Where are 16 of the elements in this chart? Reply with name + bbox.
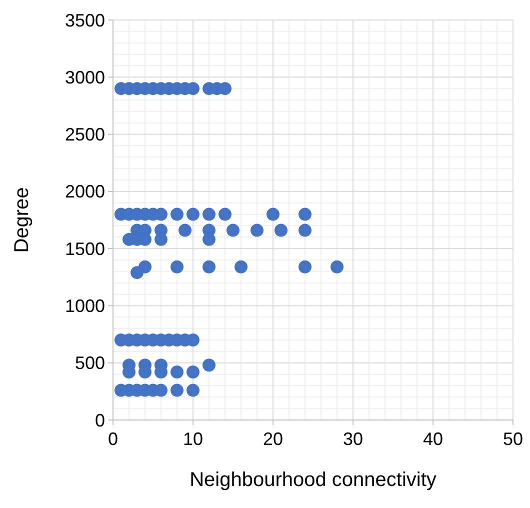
- y-tick-label: 1500: [64, 238, 105, 259]
- x-tick-label: 0: [108, 429, 118, 449]
- y-tick-label: 1000: [64, 296, 105, 316]
- x-axis-title: Neighbourhood connectivity: [190, 469, 436, 491]
- y-tick-label: 2500: [64, 124, 105, 145]
- y-tick-label: 500: [74, 353, 105, 374]
- y-tick-label: 2000: [64, 182, 105, 202]
- y-tick-label: 3500: [64, 10, 105, 30]
- x-tick-label: 40: [422, 429, 444, 449]
- x-tick-label: 30: [342, 429, 364, 449]
- x-tick-label: 10: [182, 429, 204, 449]
- y-axis-title: Degree: [11, 187, 33, 253]
- x-tick-label: 50: [502, 429, 524, 449]
- x-tick-label: 20: [262, 429, 284, 449]
- y-tick-label: 0: [94, 410, 105, 430]
- y-tick-label: 3000: [64, 67, 105, 88]
